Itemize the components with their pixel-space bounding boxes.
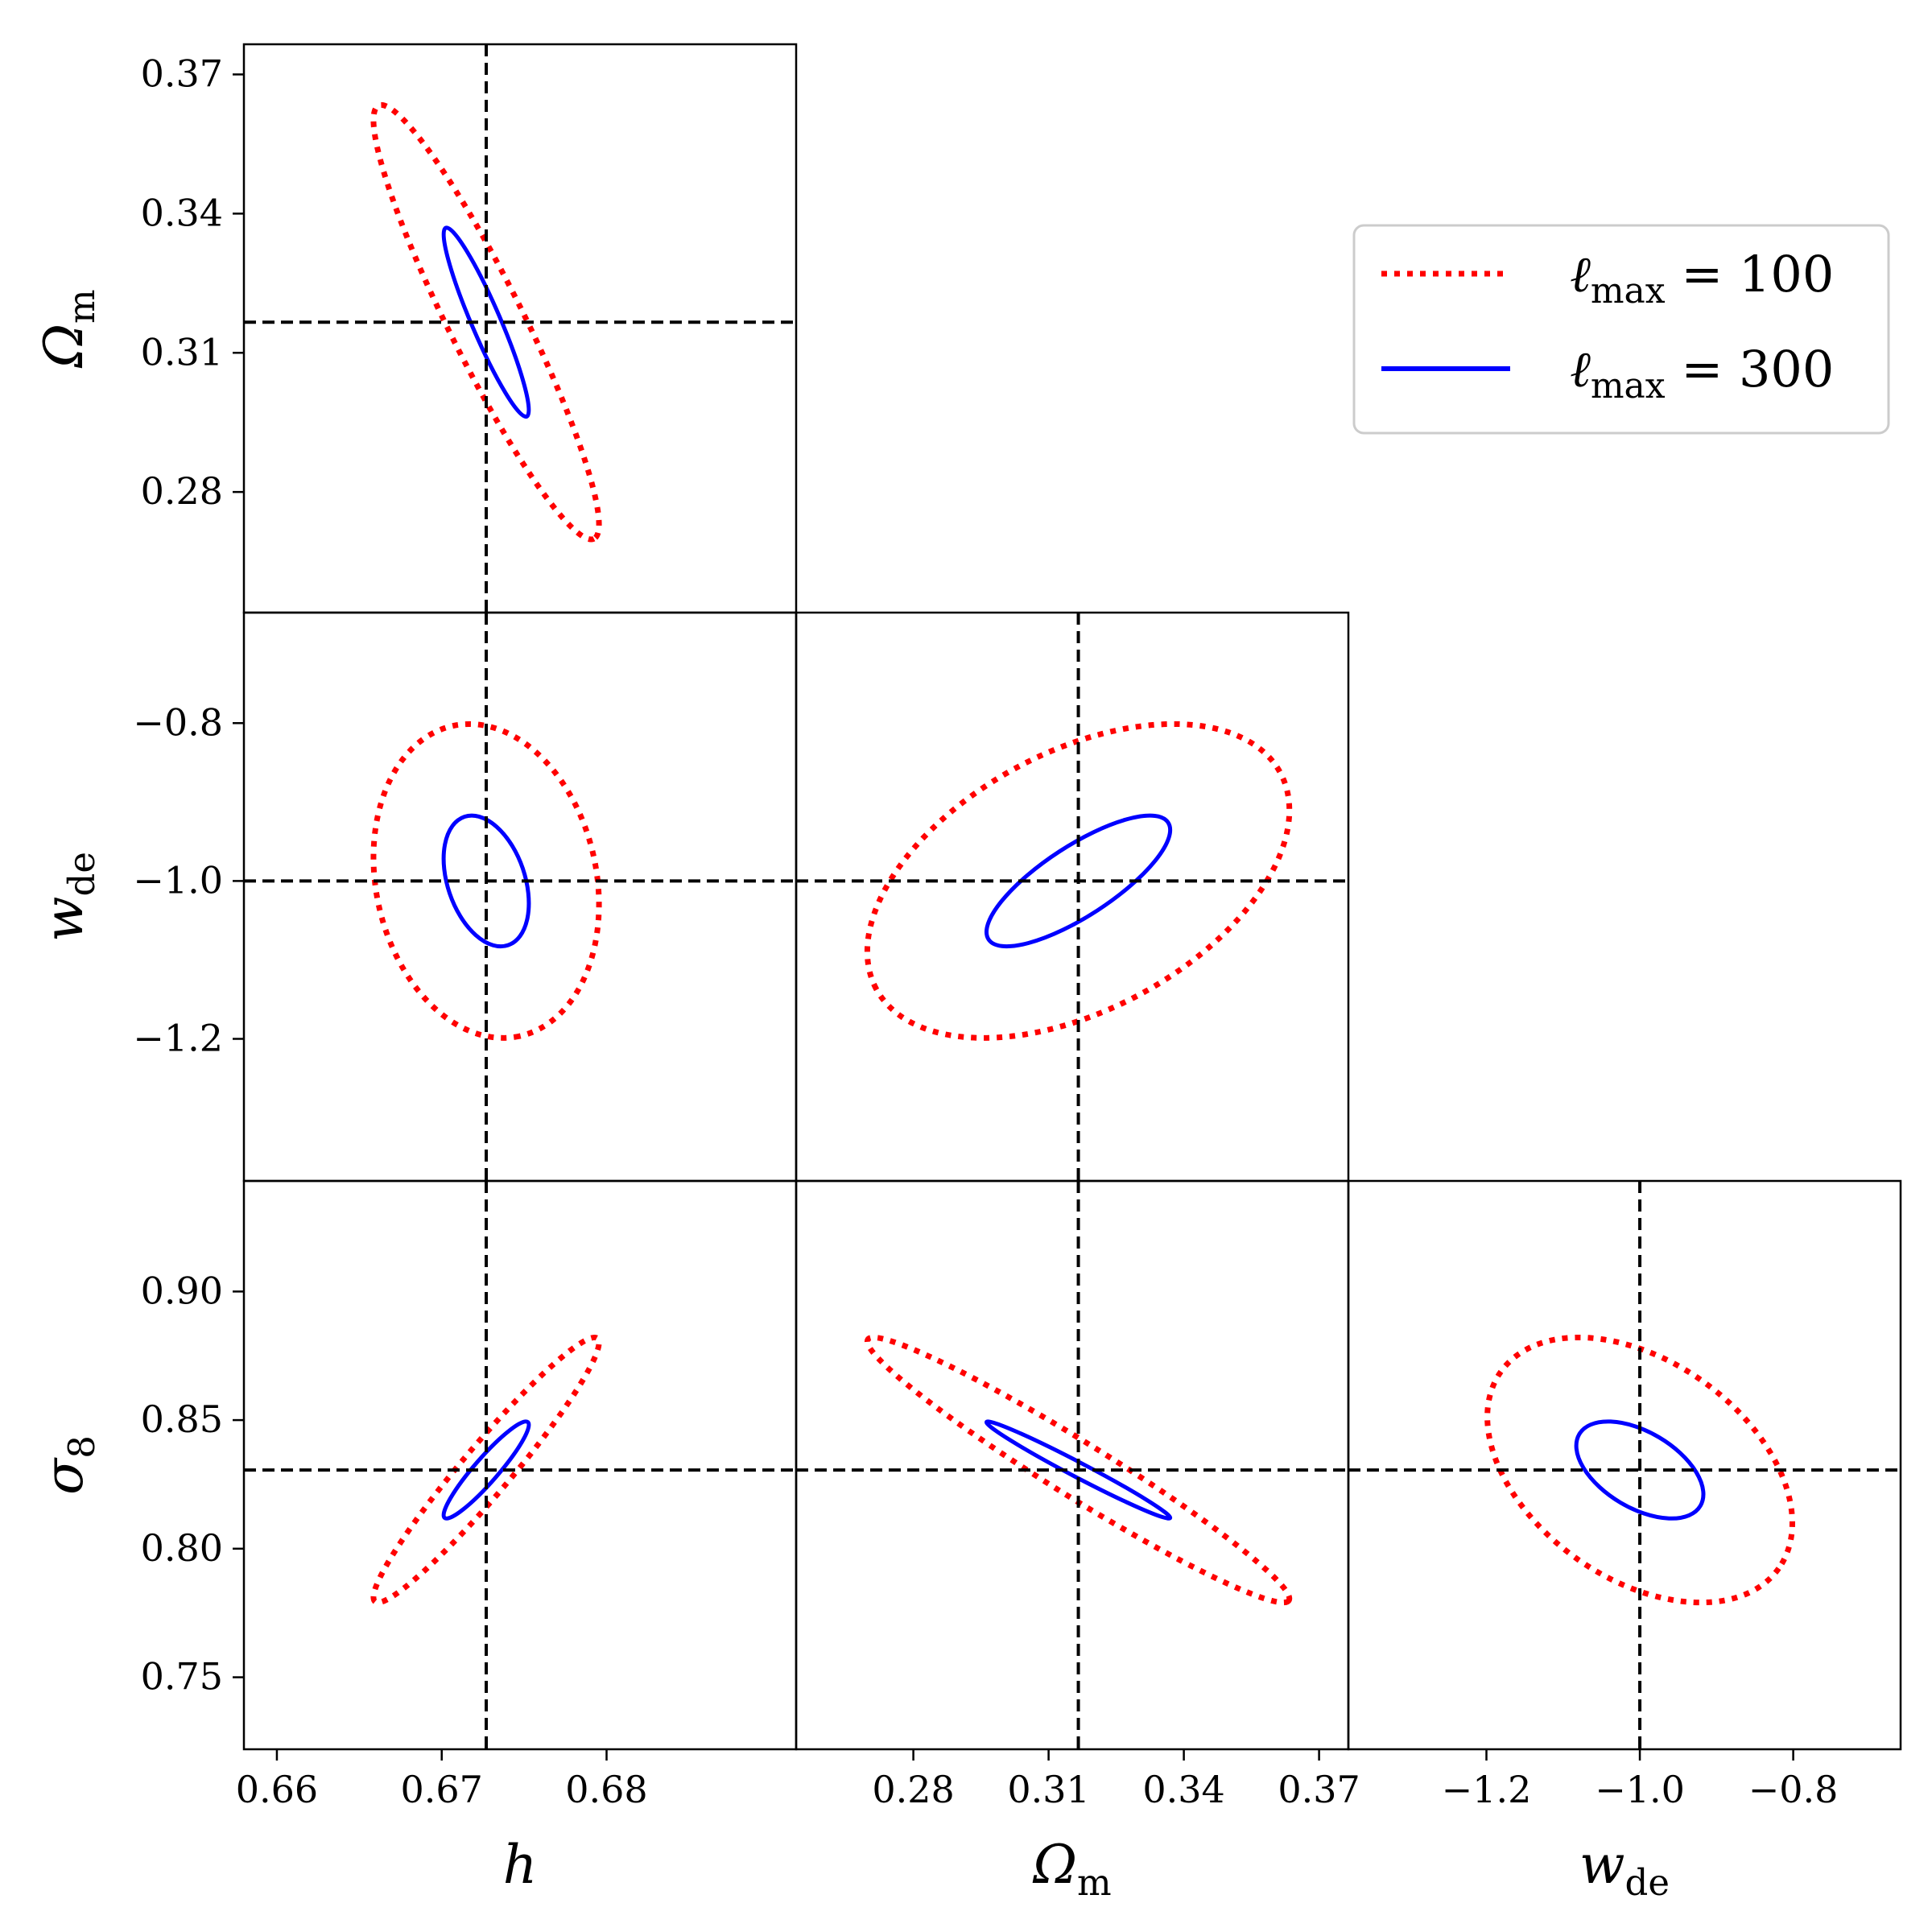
x-tick-label: 0.28: [872, 1768, 954, 1811]
y-axis-label-s8: σ8: [33, 1435, 103, 1495]
x-tick-label: 0.31: [1007, 1768, 1089, 1811]
y-tick-label: 0.31: [141, 330, 223, 374]
y-tick-label: 0.80: [141, 1526, 223, 1570]
y-tick-label: 0.75: [141, 1655, 223, 1699]
x-tick-label: 0.67: [401, 1768, 483, 1811]
contour-lmax300-h-s8: [441, 1419, 531, 1521]
y-tick-label: 0.37: [141, 52, 223, 95]
x-tick-label: 0.37: [1278, 1768, 1360, 1811]
contour-lmax300-h-Om: [441, 225, 531, 419]
x-tick-label: −1.2: [1442, 1768, 1532, 1811]
panels-layer: 0.28 0.31 0.34 0.37 Ωm −1.2 −1.0 −0.8 wde 0.75 0.8…: [33, 43, 1902, 1904]
panel-frame: [795, 1179, 1350, 1751]
contour-lmax100-h-Om: [370, 101, 602, 543]
legend: ℓmax = 100 ℓmax = 300: [1352, 224, 1890, 435]
x-axis-label-wde: wde: [1579, 1834, 1670, 1904]
panel-wde-s8: −1.2 −1.0 −0.8 wde: [1347, 1179, 1902, 1904]
y-axis-label-Om: Ωm: [33, 289, 103, 368]
contour-lmax300-wde-s8: [1574, 1419, 1706, 1521]
x-tick-label: −1.0: [1595, 1768, 1685, 1811]
contour-lmax300-h-wde: [441, 813, 531, 949]
panel-frame: [1347, 1179, 1902, 1751]
y-tick-label: −1.0: [133, 858, 223, 902]
contour-lmax300-Om-s8: [984, 1419, 1173, 1521]
contour-lmax100-Om-wde: [864, 720, 1293, 1041]
legend-label-lmax100: ℓmax = 100: [1570, 245, 1834, 312]
y-tick-label: −0.8: [133, 700, 223, 744]
y-tick-label: 0.34: [141, 191, 223, 234]
panel-h-wde: −1.2 −1.0 −0.8 wde: [33, 611, 798, 1183]
panel-Om-wde: [795, 611, 1350, 1183]
x-tick-label: 0.68: [565, 1768, 647, 1811]
x-tick-label: 0.34: [1142, 1768, 1224, 1811]
panel-Om-s8: 0.28 0.31 0.34 0.37 Ωm: [795, 1179, 1360, 1904]
contour-lmax300-Om-wde: [984, 813, 1173, 949]
panel-h-Om: 0.28 0.31 0.34 0.37 Ωm: [33, 43, 798, 614]
y-axis-label-wde: wde: [33, 852, 103, 942]
x-axis-label-Om: Ωm: [1032, 1834, 1111, 1904]
contour-lmax100-h-wde: [370, 720, 602, 1041]
x-tick-label: −0.8: [1748, 1768, 1839, 1811]
contour-lmax100-Om-s8: [864, 1334, 1293, 1606]
legend-box: [1352, 224, 1890, 435]
legend-label-lmax300: ℓmax = 300: [1570, 340, 1834, 407]
panel-frame: [242, 611, 798, 1183]
y-tick-label: 0.90: [141, 1269, 223, 1312]
x-tick-label: 0.66: [236, 1768, 318, 1811]
legend-entries: ℓmax = 100 ℓmax = 300: [1381, 245, 1834, 407]
y-tick-label: 0.85: [141, 1397, 223, 1441]
x-axis-label-h: h: [503, 1834, 538, 1896]
contour-lmax100-h-s8: [370, 1334, 602, 1606]
y-tick-label: 0.28: [141, 469, 223, 513]
panel-frame: [242, 43, 798, 614]
y-tick-label: −1.2: [133, 1017, 223, 1060]
panel-h-s8: 0.75 0.80 0.85 0.90 σ8 0.66 0.67 0.68 h: [33, 1179, 798, 1896]
